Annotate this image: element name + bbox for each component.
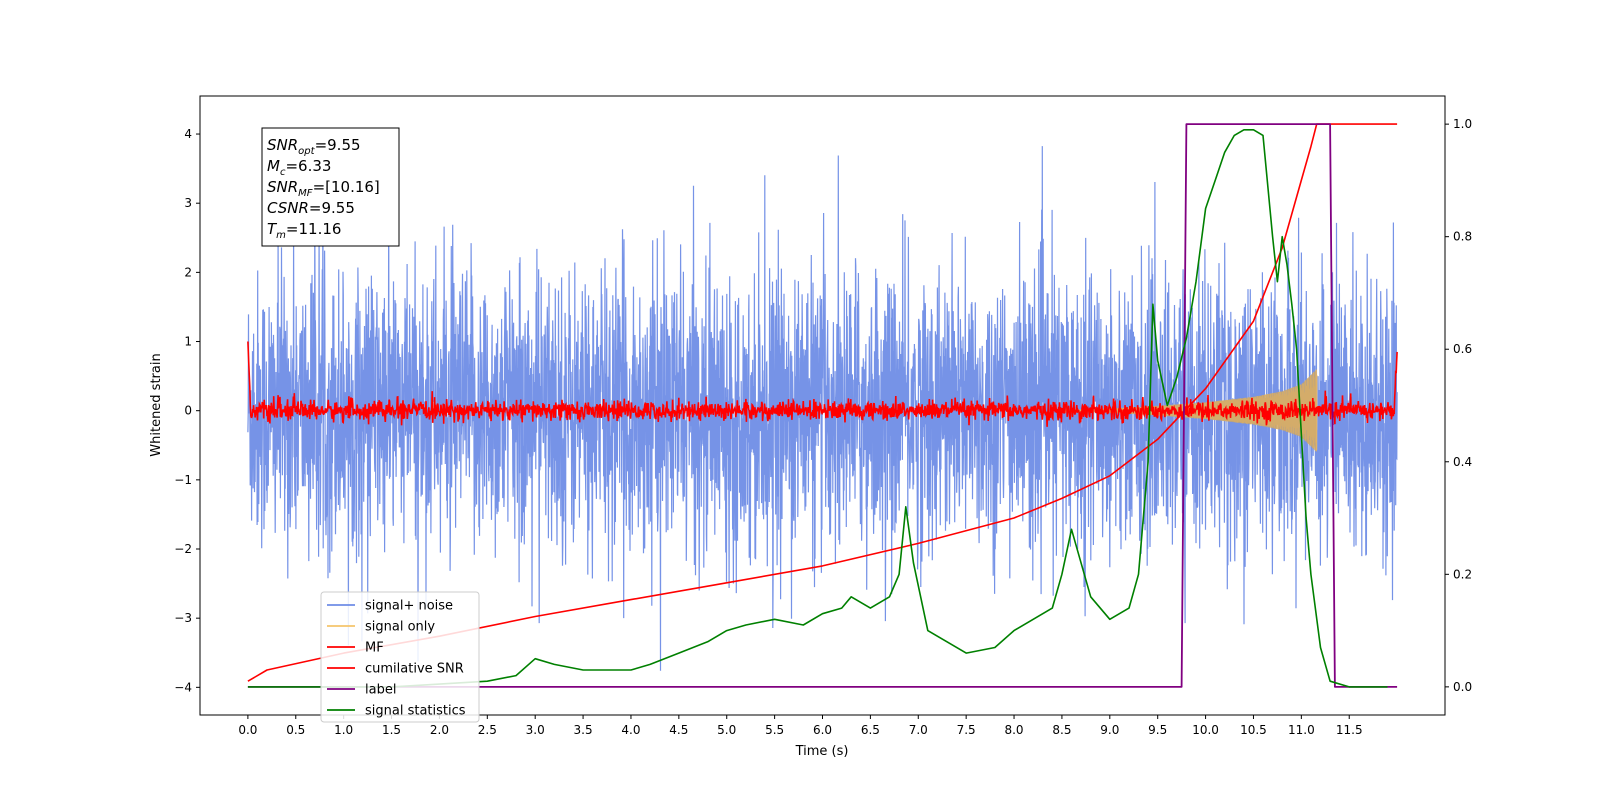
legend-label: signal statistics [365,704,466,719]
y-axis-label: Whitened strain [149,353,164,456]
series-signal-statistics [247,129,1388,688]
y2-tick-label: 0.0 [1453,680,1472,694]
y-axis-left: −4 −3 −2 −1 0 1 2 3 4 [174,127,200,694]
x-tick-label: 11.0 [1288,723,1315,737]
annotation-frame [261,127,400,247]
annotation-line: CSNR=9.55 [267,199,355,217]
y2-tick-label: 1.0 [1453,117,1472,131]
x-axis: 0.0 0.5 1.0 1.5 2.0 2.5 3.0 3.5 4.0 4.5 5.0 5.5 6.0 6… [238,715,1363,737]
x-tick-label: 2.0 [430,723,449,737]
x-tick-label: 8.5 [1052,723,1071,737]
x-tick-label: 0.5 [286,723,305,737]
x-tick-label: 4.0 [621,723,640,737]
y2-tick-label: 0.6 [1453,342,1472,356]
y-tick-label: −3 [174,611,192,625]
x-tick-label: 0.0 [238,723,257,737]
annotation-symbol: CSNR [267,199,309,217]
x-tick-label: 11.5 [1336,723,1363,737]
y2-tick-label: 0.4 [1453,455,1472,469]
x-tick-label: 9.5 [1148,723,1167,737]
annotation-subscript: c [280,167,286,178]
series-layer [247,123,1398,688]
annotation-value: =11.16 [286,220,342,238]
annotation-value: =9.55 [309,199,355,217]
y-tick-label: 3 [184,196,192,210]
annotation-subscript: MF [298,188,313,199]
series-mf [247,341,1398,427]
x-axis-label: Time (s) [795,744,849,759]
x-tick-label: 7.5 [957,723,976,737]
legend: signal+ noise signal only MF cumilative SNR… [320,591,480,723]
x-tick-label: 1.5 [382,723,401,737]
annotation-symbol: T [267,220,278,238]
x-tick-label: 7.0 [909,723,928,737]
y-tick-label: 2 [184,265,192,279]
y-tick-label: −2 [174,542,192,556]
x-tick-label: 4.5 [669,723,688,737]
y-tick-label: 4 [184,127,192,141]
x-tick-label: 10.0 [1192,723,1219,737]
x-tick-label: 3.0 [526,723,545,737]
legend-frame [320,591,480,723]
legend-label: label [365,683,396,698]
x-tick-label: 9.0 [1100,723,1119,737]
legend-label: signal only [365,620,435,635]
annotation-value: =9.55 [315,136,361,154]
annotation-symbol: SNR [267,136,298,154]
legend-label: cumilative SNR [365,662,464,677]
annotation-symbol: SNR [267,178,298,196]
annotation-line: SNRopt=9.55 [267,136,361,157]
series-label [247,123,1398,688]
annotation-line: Mc=6.33 [267,157,331,178]
x-tick-label: 2.5 [478,723,497,737]
y-axis-right: 0.0 0.2 0.4 0.6 0.8 1.0 [1445,117,1472,694]
y-tick-label: 0 [184,404,192,418]
y2-tick-label: 0.2 [1453,567,1472,581]
x-tick-label: 6.0 [813,723,832,737]
y2-tick-label: 0.8 [1453,230,1472,244]
y-tick-label: −4 [174,680,192,694]
y-tick-label: −1 [174,473,192,487]
x-tick-label: 3.5 [574,723,593,737]
x-tick-label: 6.5 [861,723,880,737]
legend-label: signal+ noise [365,599,453,614]
x-tick-label: 5.5 [765,723,784,737]
annotation-value: =6.33 [285,157,331,175]
annotation-line: SNRMF=[10.16] [267,178,380,199]
annotation-subscript: opt [298,146,315,157]
annotation-symbol: M [267,157,280,175]
x-tick-label: 5.0 [717,723,736,737]
x-tick-label: 1.0 [334,723,353,737]
x-tick-label: 10.5 [1240,723,1267,737]
legend-label: MF [365,641,384,656]
series-signal-noise [247,146,1398,671]
annotation-box: SNRopt=9.55Mc=6.33SNRMF=[10.16]CSNR=9.55… [261,127,400,247]
annotation-subscript: m [276,230,286,241]
x-tick-label: 8.0 [1004,723,1023,737]
annotation-value: =[10.16] [313,178,380,196]
annotation-line: Tm=11.16 [267,220,341,241]
y-tick-label: 1 [184,335,192,349]
